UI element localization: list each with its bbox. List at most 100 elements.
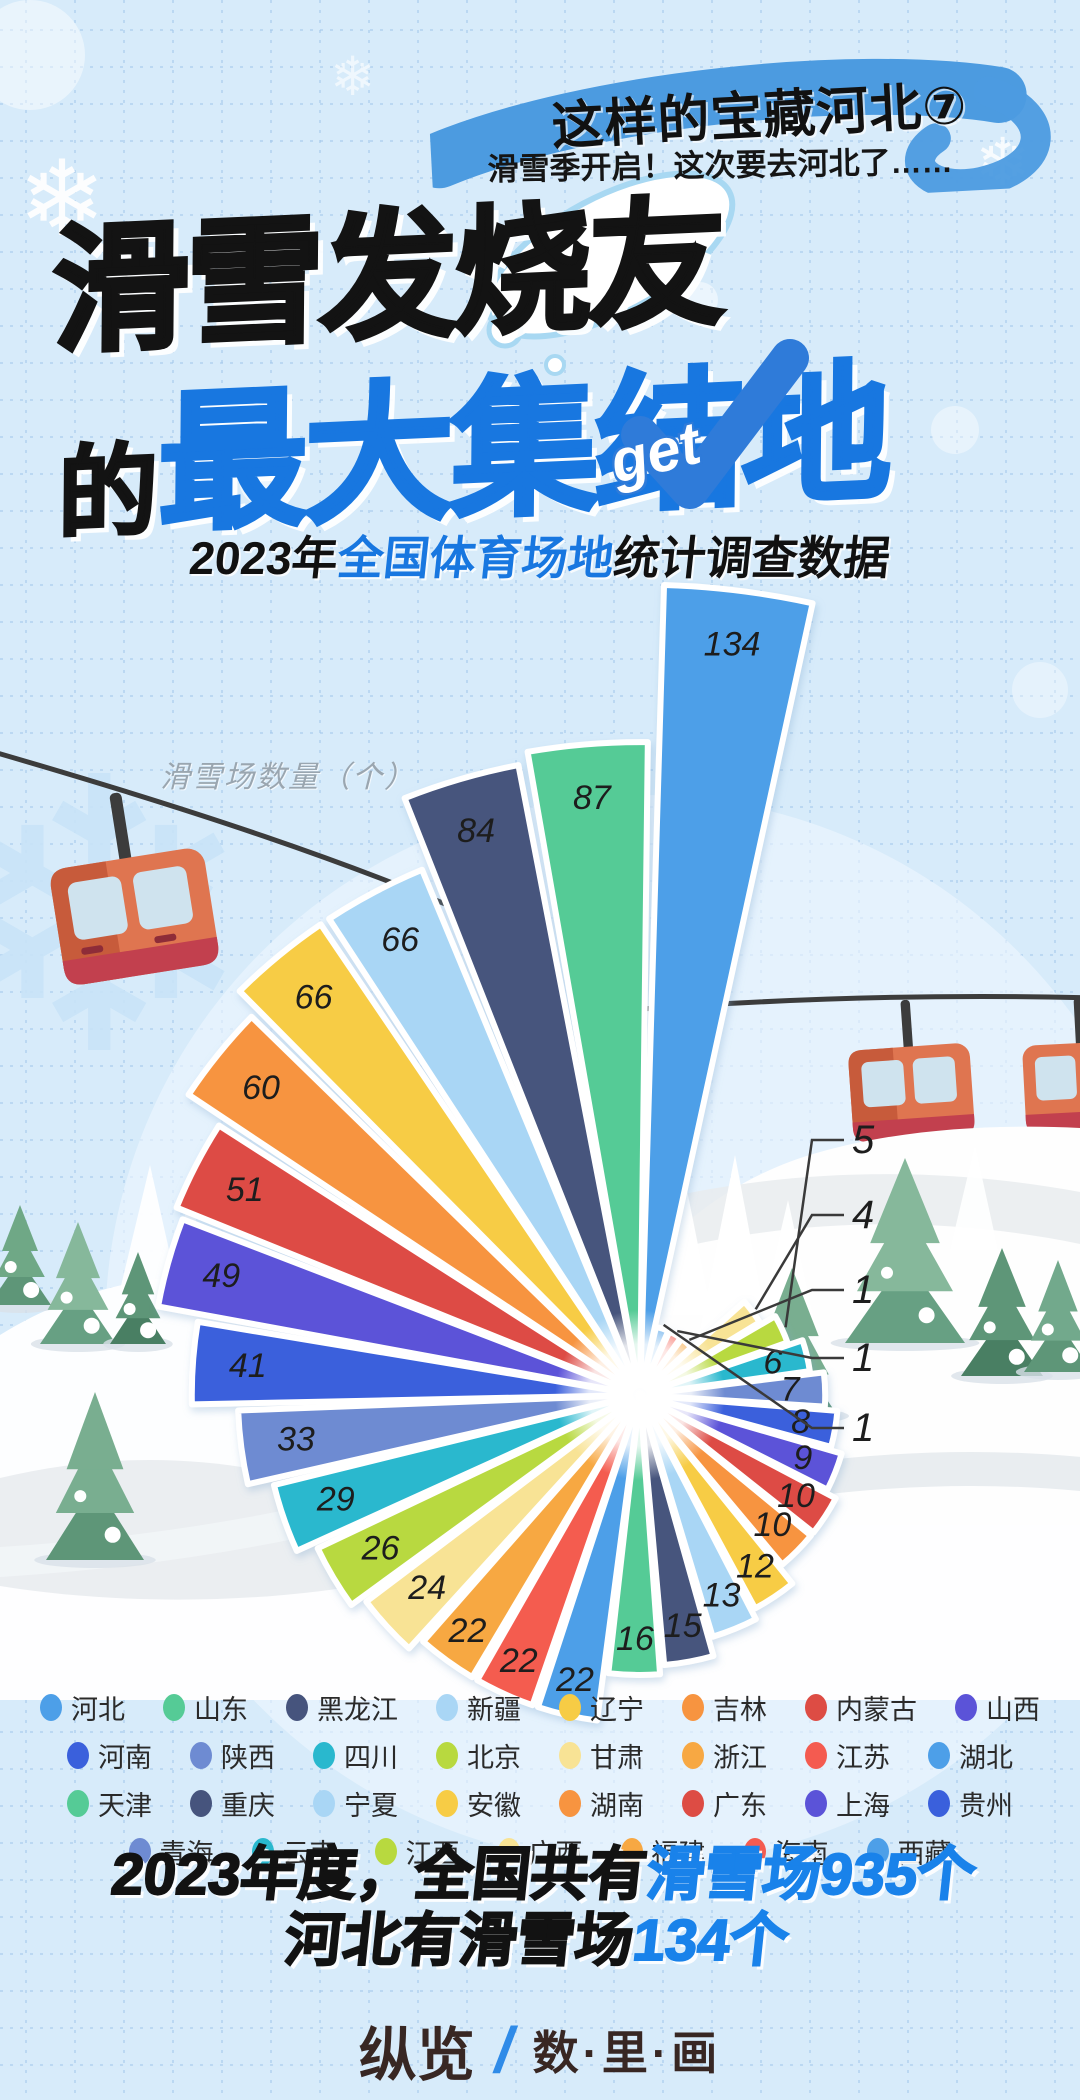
legend-item-福建: 福建 (620, 1832, 706, 1871)
legend-row: 河北 山东 黑龙江 新疆 辽宁 吉林 内蒙古 山西 (0, 1688, 1080, 1727)
value-label-江苏: 22 (499, 1642, 538, 1680)
value-label-山西: 49 (202, 1257, 240, 1295)
leader-line-福建 (688, 1288, 844, 1342)
snow-splash (484, 170, 736, 376)
legend-dot (128, 1838, 151, 1865)
legend-dot (313, 1742, 335, 1769)
legend-row: 青海 云南 江西 广西 福建 海南 西藏 (0, 1832, 1080, 1871)
legend-label: 宁夏 (344, 1791, 398, 1821)
legend-dot (682, 1742, 704, 1769)
value-label-山东: 87 (573, 779, 612, 817)
value-label-内蒙古: 51 (226, 1171, 264, 1209)
legend-dot (190, 1790, 212, 1817)
legend-dot (620, 1838, 643, 1865)
legend-item-安徽: 安徽 (436, 1784, 521, 1823)
legend-label: 江苏 (836, 1743, 890, 1773)
legend-item-河北: 河北 (40, 1688, 125, 1727)
legend-item-宁夏: 宁夏 (313, 1784, 398, 1823)
legend-label: 湖北 (959, 1743, 1013, 1773)
pine-tree (830, 1158, 980, 1351)
value-label-湖南: 10 (753, 1506, 791, 1544)
value-label-重庆: 15 (664, 1607, 702, 1645)
legend-dot (955, 1694, 977, 1721)
value-label-甘肃: 24 (407, 1569, 446, 1607)
value-label-辽宁: 66 (295, 978, 333, 1016)
value-label-天津: 16 (616, 1620, 654, 1658)
legend-label: 黑龙江 (317, 1695, 398, 1725)
legend-label: 海南 (774, 1839, 829, 1869)
legend-item-内蒙古: 内蒙古 (805, 1688, 917, 1727)
legend-item-江苏: 江苏 (805, 1736, 890, 1775)
footer-logo: 纵览 / 数·里·画 (0, 2008, 1080, 2092)
value-label-宁夏: 13 (703, 1577, 741, 1615)
legend-dot (682, 1694, 704, 1721)
legend-item-陕西: 陕西 (190, 1736, 275, 1775)
leader-line-江西 (784, 1138, 844, 1328)
slope-shadow (803, 1452, 1080, 1495)
legend-label: 辽宁 (590, 1695, 644, 1725)
legend-label: 广西 (528, 1839, 583, 1869)
value-label-贵州: 8 (791, 1403, 810, 1441)
legend-dot (928, 1742, 950, 1769)
legend-label: 西藏 (897, 1839, 952, 1869)
value-label-河北: 134 (704, 625, 761, 663)
value-label-陕西: 33 (277, 1420, 315, 1458)
legend-item-新疆: 新疆 (436, 1688, 521, 1727)
legend-item-北京: 北京 (436, 1736, 521, 1775)
gondola-cable-car (848, 999, 975, 1142)
value-label-吉林: 60 (242, 1069, 280, 1107)
legend-item-浙江: 浙江 (682, 1736, 767, 1775)
legend-dot (374, 1838, 397, 1865)
legend-item-广东: 广东 (682, 1784, 767, 1823)
legend-row: 河南 陕西 四川 北京 甘肃 浙江 江苏 湖北 (0, 1736, 1080, 1775)
legend-dot (251, 1838, 274, 1865)
legend-row: 天津 重庆 宁夏 安徽 湖南 广东 上海 贵州 (0, 1784, 1080, 1823)
legend-label: 吉林 (713, 1695, 767, 1725)
legend-dot (286, 1694, 308, 1721)
leader-line-广西 (754, 1213, 844, 1310)
legend-label: 山西 (986, 1695, 1040, 1725)
legend-item-四川: 四川 (313, 1736, 398, 1775)
legend-label: 陕西 (221, 1743, 275, 1773)
legend-item-吉林: 吉林 (682, 1688, 767, 1727)
legend-item-甘肃: 甘肃 (559, 1736, 644, 1775)
legend-dot (40, 1694, 62, 1721)
legend-dot (805, 1694, 827, 1721)
legend-label: 云南 (282, 1839, 337, 1869)
summary-text: 2023年度，全国共有滑雪场935个 河北有滑雪场134个 (0, 1841, 1080, 1974)
legend-label: 新疆 (467, 1695, 521, 1725)
legend-item-西藏: 西藏 (866, 1832, 952, 1871)
value-label-上海: 9 (793, 1439, 812, 1477)
legend-item-上海: 上海 (805, 1784, 890, 1823)
leader-label-江西: 5 (852, 1118, 875, 1162)
gondola-cable-car (50, 792, 219, 985)
leader-line-海南 (677, 1329, 844, 1360)
legend-label: 北京 (467, 1743, 521, 1773)
pine-tree (0, 1205, 59, 1313)
value-label-新疆: 66 (381, 921, 419, 959)
bokeh-circle (0, 0, 85, 110)
legend-dot (436, 1694, 458, 1721)
summary-line2: 河北有滑雪场134个 (281, 1907, 793, 1974)
legend-label: 湖南 (590, 1791, 644, 1821)
legend-label: 内蒙古 (836, 1695, 917, 1725)
legend-item-湖南: 湖南 (559, 1784, 644, 1823)
legend-item-重庆: 重庆 (190, 1784, 275, 1823)
pine-trees (0, 1158, 1080, 1568)
brush-swoosh (426, 58, 1051, 200)
value-label-黑龙江: 84 (457, 812, 495, 850)
pine-tree (103, 1252, 173, 1352)
legend-label: 河南 (98, 1743, 152, 1773)
leader-line-西藏 (662, 1323, 844, 1430)
legend-dot (559, 1742, 581, 1769)
leader-label-广西: 4 (852, 1193, 874, 1237)
legend-dot (497, 1838, 520, 1865)
value-label-广东: 10 (777, 1477, 815, 1515)
leader-label-福建: 1 (852, 1268, 874, 1312)
leader-label-西藏: 1 (852, 1406, 874, 1450)
slash-divider: / (494, 2014, 513, 2086)
bokeh-circle (239, 454, 291, 506)
pine-tree (34, 1392, 156, 1568)
